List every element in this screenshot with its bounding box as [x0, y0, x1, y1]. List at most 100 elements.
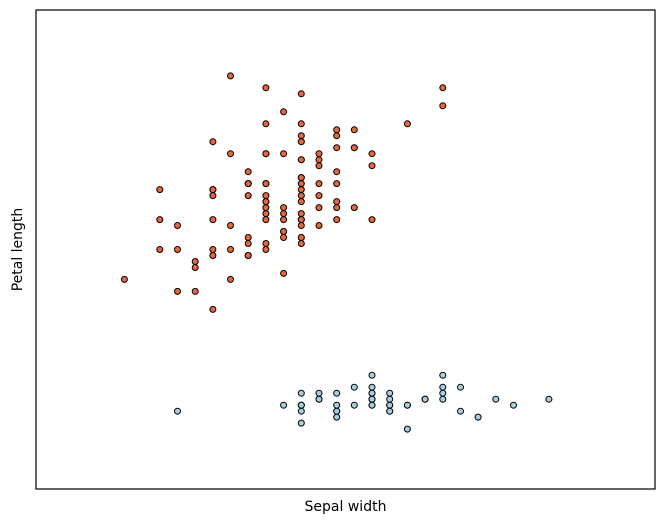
data-point [262, 84, 270, 92]
data-point [262, 216, 270, 224]
data-point [439, 389, 447, 397]
data-point [439, 371, 447, 379]
data-point [297, 138, 305, 146]
data-point [403, 120, 411, 128]
data-point [297, 401, 305, 409]
data-point [333, 144, 341, 152]
data-point [262, 180, 270, 188]
data-point [545, 395, 553, 403]
data-point [333, 198, 341, 206]
data-point [280, 108, 288, 116]
data-point [280, 401, 288, 409]
data-point [457, 407, 464, 415]
data-point [156, 186, 164, 194]
data-point [244, 234, 252, 241]
data-point [333, 126, 341, 134]
data-point [403, 401, 411, 409]
data-point [439, 102, 447, 110]
data-point [209, 186, 217, 194]
data-point [209, 192, 217, 200]
data-point [368, 371, 376, 379]
data-point [209, 246, 217, 253]
data-point [227, 246, 234, 253]
data-point [315, 156, 323, 164]
data-point [174, 222, 181, 229]
data-point [280, 204, 288, 212]
data-point [174, 287, 181, 295]
data-point [439, 84, 447, 92]
data-points [120, 72, 553, 433]
data-point [227, 150, 234, 158]
data-point [174, 407, 181, 415]
data-point [156, 246, 164, 253]
data-point [368, 162, 376, 170]
data-point [350, 204, 358, 212]
data-point [421, 395, 429, 403]
data-point [368, 401, 376, 409]
data-point [439, 383, 447, 391]
data-point [315, 204, 323, 212]
data-point [315, 395, 323, 403]
data-point [262, 150, 270, 158]
data-point [262, 204, 270, 212]
data-point [297, 132, 305, 140]
data-point [120, 275, 128, 283]
data-point [297, 180, 305, 188]
data-point [297, 120, 305, 128]
data-point [191, 287, 199, 295]
data-point [244, 240, 252, 247]
data-point [333, 413, 341, 421]
data-point [315, 150, 323, 158]
data-point [297, 156, 305, 164]
data-point [244, 192, 252, 200]
data-point [209, 138, 217, 146]
data-point [297, 174, 305, 182]
data-point [244, 168, 252, 176]
data-point [368, 383, 376, 391]
data-point [209, 216, 217, 224]
data-point [297, 210, 305, 218]
data-point [474, 413, 482, 421]
data-point [333, 132, 341, 140]
data-point [350, 126, 358, 134]
data-point [297, 222, 305, 229]
data-point [333, 401, 341, 409]
data-point [510, 401, 517, 409]
data-point [386, 389, 394, 397]
data-point [262, 246, 270, 253]
data-point [492, 395, 500, 403]
data-point [262, 192, 270, 200]
data-point [297, 419, 305, 427]
data-point [262, 210, 270, 218]
data-point [244, 252, 252, 259]
data-point [280, 216, 288, 224]
data-point [315, 222, 323, 229]
data-point [280, 150, 288, 158]
data-point [297, 192, 305, 200]
data-point [297, 186, 305, 194]
data-point [227, 275, 234, 283]
data-point [280, 210, 288, 218]
data-point [350, 144, 358, 152]
data-point [333, 180, 341, 188]
data-point [350, 383, 358, 391]
data-point [315, 180, 323, 188]
data-point [386, 407, 394, 415]
data-point [297, 234, 305, 241]
data-point [174, 246, 181, 253]
data-point [297, 407, 305, 415]
data-point [403, 425, 411, 433]
data-point [280, 228, 288, 235]
data-point [244, 180, 252, 188]
data-point [262, 240, 270, 247]
data-point [368, 150, 376, 158]
data-point [280, 269, 288, 277]
data-point [227, 72, 234, 80]
data-point [262, 120, 270, 128]
data-point [315, 192, 323, 200]
x-axis-label: Sepal width [305, 499, 387, 515]
data-point [209, 305, 217, 313]
data-point [156, 216, 164, 224]
data-point [333, 407, 341, 415]
